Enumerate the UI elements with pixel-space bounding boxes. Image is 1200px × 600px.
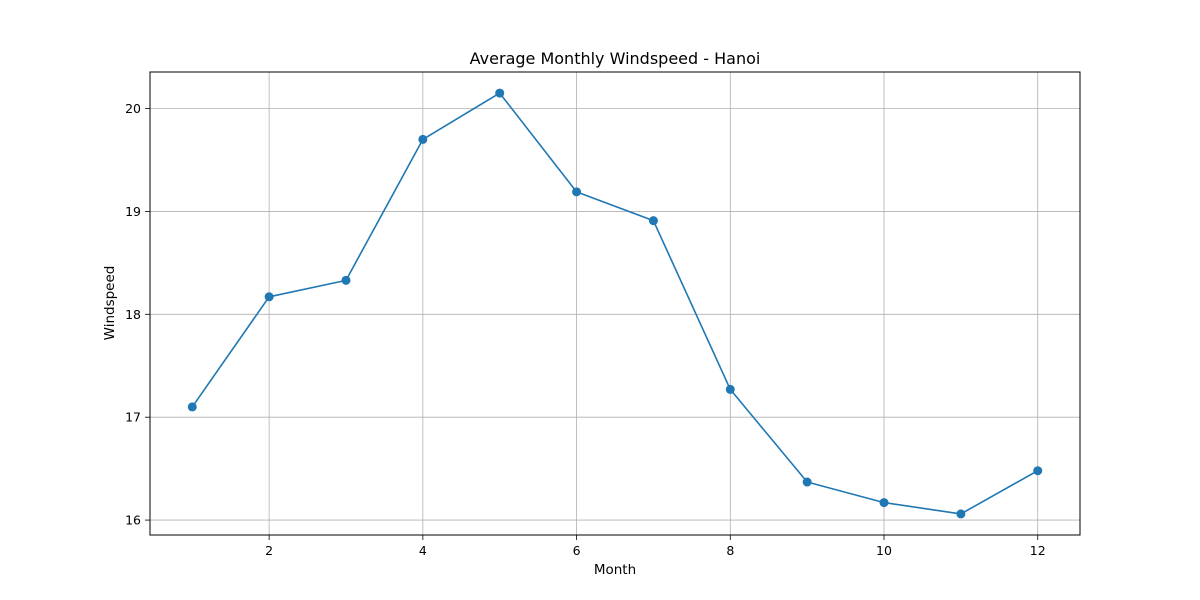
data-point: [802, 477, 812, 487]
data-point: [187, 402, 197, 412]
axis-ticks: 2 4 6 8 10 12 16 17 18 19 20: [125, 101, 1046, 558]
data-point: [956, 509, 966, 519]
data-point: [879, 498, 889, 508]
x-tick-label: 10: [876, 543, 892, 558]
y-tick-label: 18: [125, 307, 141, 322]
data-point: [1033, 466, 1043, 476]
x-tick-label: 8: [726, 543, 734, 558]
y-tick-label: 17: [125, 410, 141, 425]
data-point: [264, 292, 274, 302]
chart-title: Average Monthly Windspeed - Hanoi: [470, 49, 761, 68]
data-point: [725, 384, 735, 394]
y-tick-label: 19: [125, 204, 141, 219]
x-tick-label: 2: [265, 543, 273, 558]
x-tick-label: 12: [1030, 543, 1046, 558]
data-series: [187, 88, 1043, 519]
series-line: [191, 92, 1039, 515]
x-tick-label: 4: [419, 543, 427, 558]
data-point: [572, 187, 582, 197]
data-point: [495, 88, 505, 98]
x-axis-label: Month: [594, 562, 636, 578]
plot-frame: [149, 71, 1081, 536]
data-point: [418, 134, 428, 144]
data-point: [341, 275, 351, 285]
y-tick-label: 16: [125, 513, 141, 528]
data-point: [648, 216, 658, 226]
x-tick-label: 6: [573, 543, 581, 558]
y-axis-label: Windspeed: [102, 266, 118, 341]
grid: [150, 72, 1080, 535]
y-tick-label: 20: [125, 101, 141, 116]
